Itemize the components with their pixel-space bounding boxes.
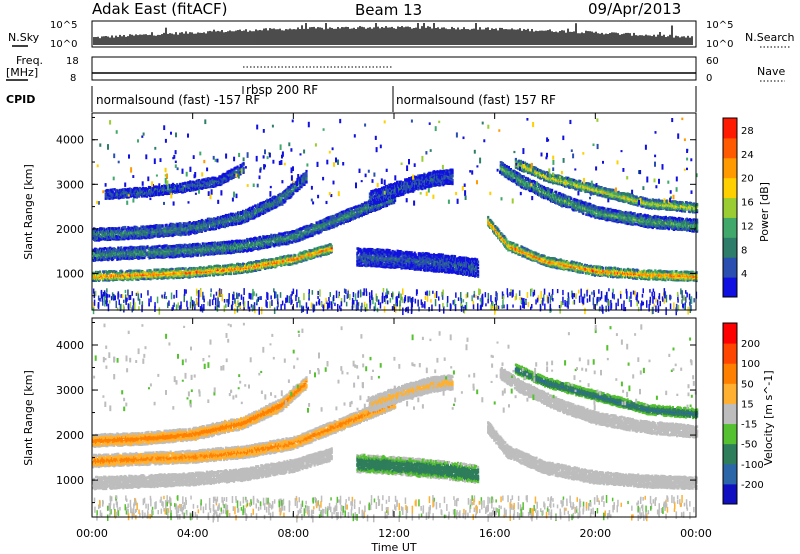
nsky-label: N.Sky bbox=[8, 31, 40, 44]
echo-cell bbox=[127, 273, 129, 276]
echo-cell bbox=[164, 256, 166, 259]
echo-cell bbox=[176, 244, 178, 247]
echo-cell bbox=[173, 245, 175, 248]
echo-cell bbox=[133, 270, 135, 273]
cpid-segment-3: normalsound (fast) 157 RF bbox=[396, 93, 556, 107]
nsky-trace bbox=[94, 23, 692, 45]
echo-cell bbox=[110, 270, 112, 273]
echo-cell bbox=[214, 265, 216, 268]
echo-cell bbox=[257, 260, 259, 263]
beam-title: Beam 13 bbox=[355, 1, 422, 19]
echo-cell bbox=[169, 245, 171, 248]
echo-cell bbox=[158, 245, 160, 248]
echo-cell bbox=[289, 263, 291, 266]
freq-strip: Freq. [MHz] 18 8 60 0 Nave bbox=[6, 54, 785, 84]
nave-tick-bottom: 0 bbox=[706, 73, 712, 84]
freq-tick-top: 18 bbox=[66, 56, 79, 67]
echo-cell bbox=[104, 247, 106, 250]
cpid-segment-2: rbsp 200 RF bbox=[246, 83, 318, 97]
nsearch-tick-top: 10^5 bbox=[706, 20, 733, 31]
echo-cell bbox=[99, 271, 101, 274]
radar-summary-plot: Adak East (fitACF) Beam 13 09/Apr/2013 N… bbox=[0, 0, 800, 554]
cpid-segment-1: normalsound (fast) -157 RF bbox=[96, 93, 260, 107]
echo-cell bbox=[121, 271, 123, 274]
station-title: Adak East (fitACF) bbox=[92, 0, 227, 18]
nsearch-label: N.Search bbox=[745, 31, 795, 44]
cpid-strip: CPID normalsound (fast) -157 RF rbsp 200… bbox=[6, 83, 696, 112]
echo-cell bbox=[206, 267, 208, 270]
echo-cell bbox=[294, 254, 296, 257]
freq-unit-label: [MHz] bbox=[6, 66, 38, 79]
nsearch-tick-bottom: 10^0 bbox=[706, 39, 733, 50]
echo-cell bbox=[184, 254, 186, 257]
power-heatmap bbox=[92, 118, 698, 316]
date-title: 09/Apr/2013 bbox=[588, 0, 681, 18]
echo-cell bbox=[100, 273, 102, 276]
echo-cell bbox=[185, 244, 187, 247]
echo-cell bbox=[126, 270, 128, 273]
echo-cell bbox=[231, 263, 233, 266]
nsky-tick-bottom: 10^0 bbox=[50, 39, 77, 50]
echo-cell bbox=[182, 267, 184, 270]
nsky-tick-top: 10^5 bbox=[50, 20, 77, 31]
freq-frame bbox=[92, 57, 696, 80]
nave-tick-top: 60 bbox=[706, 56, 719, 67]
freq-tick-bottom: 8 bbox=[70, 73, 76, 84]
echo-cell bbox=[146, 245, 148, 248]
nave-label: Nave bbox=[757, 65, 785, 78]
echo-cell bbox=[171, 245, 173, 248]
echo-cell bbox=[271, 258, 273, 261]
echo-cell bbox=[115, 249, 117, 252]
cpid-label: CPID bbox=[6, 93, 35, 106]
nsky-strip: N.Sky 10^5 10^0 10^5 10^0 N.Search bbox=[8, 20, 795, 50]
echo-cell bbox=[117, 247, 119, 250]
echo-cell bbox=[156, 245, 158, 248]
echo-cell bbox=[144, 246, 146, 249]
echo-cell bbox=[331, 245, 333, 248]
